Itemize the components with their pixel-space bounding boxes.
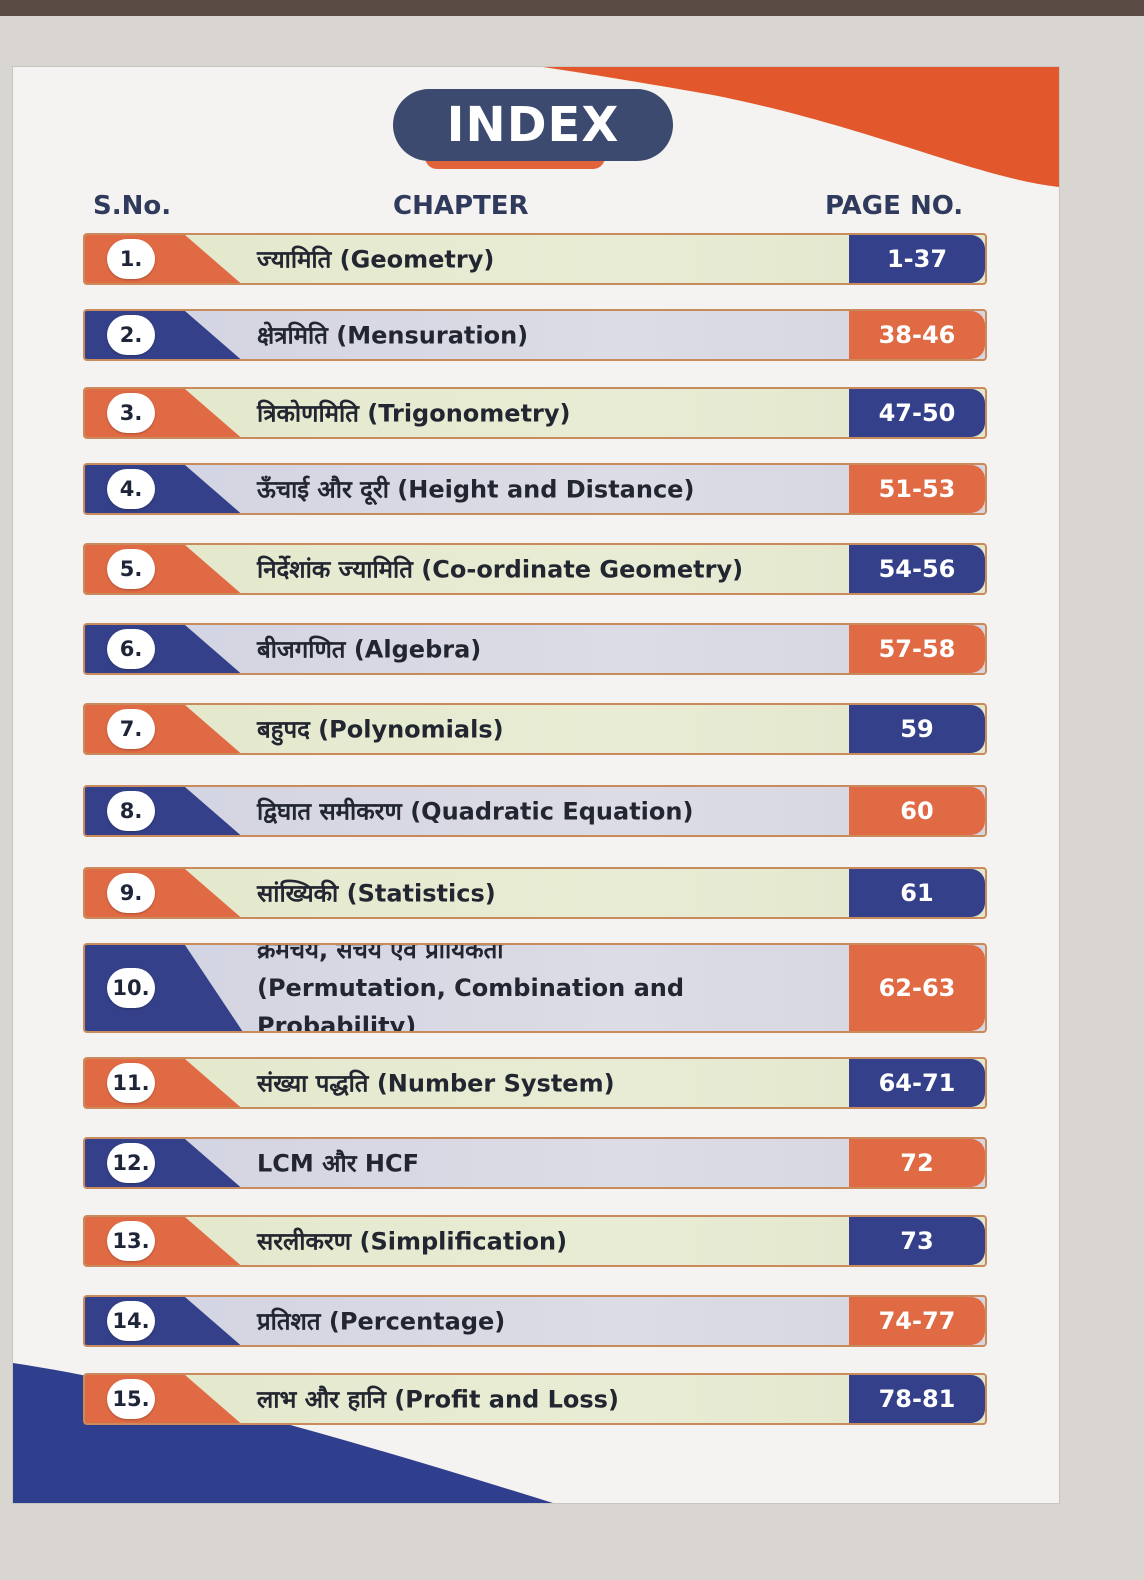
page-title: INDEX bbox=[393, 89, 673, 161]
photo-top-edge bbox=[0, 0, 1144, 16]
index-row: 4. ऊँचाई और दूरी (Height and Distance) 51-… bbox=[83, 463, 987, 515]
row-chapter-title: निर्देशांक ज्यामिति (Co-ordinate Geometr… bbox=[257, 555, 744, 584]
row-serial-number: 8. bbox=[107, 791, 155, 831]
row-chapter-title-line1: क्रमचय, संचय एवं प्रायिकता bbox=[257, 943, 504, 964]
row-page-number: 57-58 bbox=[849, 625, 985, 673]
row-chapter-title: बहुपद (Polynomials) bbox=[257, 715, 504, 744]
index-row: 2. क्षेत्रमिति (Mensuration) 38-46 bbox=[83, 309, 987, 361]
index-row: 5. निर्देशांक ज्यामिति (Co-ordinate Geome… bbox=[83, 543, 987, 595]
row-page-number: 62-63 bbox=[849, 945, 985, 1031]
index-row: 3. त्रिकोणमिति (Trigonometry) 47-50 bbox=[83, 387, 987, 439]
index-page: INDEX S.No. CHAPTER PAGE NO. 1. ज्यामिति … bbox=[12, 66, 1060, 1504]
row-chapter-title: सरलीकरण (Simplification) bbox=[257, 1227, 568, 1256]
row-page-number: 64-71 bbox=[849, 1059, 985, 1107]
row-serial-number: 10. bbox=[107, 968, 155, 1008]
index-row: 6. बीजगणित (Algebra) 57-58 bbox=[83, 623, 987, 675]
column-header-page: PAGE NO. bbox=[825, 191, 964, 221]
row-chapter-title: बीजगणित (Algebra) bbox=[257, 635, 482, 664]
row-chapter-title: त्रिकोणमिति (Trigonometry) bbox=[257, 399, 571, 428]
row-page-number: 59 bbox=[849, 705, 985, 753]
row-chapter-title: संख्या पद्धति (Number System) bbox=[257, 1069, 615, 1098]
row-serial-number: 4. bbox=[107, 469, 155, 509]
row-serial-number: 15. bbox=[107, 1379, 155, 1419]
column-header-sno: S.No. bbox=[93, 191, 172, 221]
row-serial-number: 3. bbox=[107, 393, 155, 433]
index-row: 12. LCM और HCF 72 bbox=[83, 1137, 987, 1189]
row-chapter-title: LCM और HCF bbox=[257, 1149, 419, 1178]
row-chapter-title: ज्यामिति (Geometry) bbox=[257, 245, 495, 274]
row-serial-number: 2. bbox=[107, 315, 155, 355]
row-page-number: 61 bbox=[849, 869, 985, 917]
row-serial-number: 6. bbox=[107, 629, 155, 669]
index-row: 8. द्विघात समीकरण (Quadratic Equation) 60 bbox=[83, 785, 987, 837]
row-page-number: 38-46 bbox=[849, 311, 985, 359]
row-page-number: 1-37 bbox=[849, 235, 985, 283]
row-serial-number: 5. bbox=[107, 549, 155, 589]
index-row: 1. ज्यामिति (Geometry) 1-37 bbox=[83, 233, 987, 285]
row-page-number: 73 bbox=[849, 1217, 985, 1265]
row-chapter-title: क्रमचय, संचय एवं प्रायिकता (Permutation, … bbox=[257, 943, 835, 1033]
index-row: 15. लाभ और हानि (Profit and Loss) 78-81 bbox=[83, 1373, 987, 1425]
row-serial-number: 11. bbox=[107, 1063, 155, 1103]
row-page-number: 74-77 bbox=[849, 1297, 985, 1345]
index-row: 10. क्रमचय, संचय एवं प्रायिकता (Permutatio… bbox=[83, 943, 987, 1033]
index-row: 7. बहुपद (Polynomials) 59 bbox=[83, 703, 987, 755]
row-wedge bbox=[85, 945, 243, 1031]
row-serial-number: 14. bbox=[107, 1301, 155, 1341]
row-page-number: 47-50 bbox=[849, 389, 985, 437]
index-row: 9. सांख्यिकी (Statistics) 61 bbox=[83, 867, 987, 919]
row-serial-number: 7. bbox=[107, 709, 155, 749]
row-page-number: 78-81 bbox=[849, 1375, 985, 1423]
row-chapter-title: सांख्यिकी (Statistics) bbox=[257, 879, 496, 908]
row-page-number: 60 bbox=[849, 787, 985, 835]
index-row: 14. प्रतिशत (Percentage) 74-77 bbox=[83, 1295, 987, 1347]
row-chapter-title: द्विघात समीकरण (Quadratic Equation) bbox=[257, 797, 694, 826]
row-chapter-title: लाभ और हानि (Profit and Loss) bbox=[257, 1385, 619, 1414]
index-row: 13. सरलीकरण (Simplification) 73 bbox=[83, 1215, 987, 1267]
row-serial-number: 13. bbox=[107, 1221, 155, 1261]
row-chapter-title: ऊँचाई और दूरी (Height and Distance) bbox=[257, 475, 695, 504]
column-header-chapter: CHAPTER bbox=[393, 191, 529, 221]
row-chapter-title: प्रतिशत (Percentage) bbox=[257, 1307, 506, 1336]
row-serial-number: 12. bbox=[107, 1143, 155, 1183]
top-right-orange-swoosh bbox=[543, 67, 1059, 187]
index-row: 11. संख्या पद्धति (Number System) 64-71 bbox=[83, 1057, 987, 1109]
row-serial-number: 1. bbox=[107, 239, 155, 279]
row-chapter-title-line2: (Permutation, Combination and Probabilit… bbox=[257, 974, 685, 1033]
row-page-number: 51-53 bbox=[849, 465, 985, 513]
row-serial-number: 9. bbox=[107, 873, 155, 913]
row-page-number: 72 bbox=[849, 1139, 985, 1187]
row-page-number: 54-56 bbox=[849, 545, 985, 593]
row-chapter-title: क्षेत्रमिति (Mensuration) bbox=[257, 321, 529, 350]
